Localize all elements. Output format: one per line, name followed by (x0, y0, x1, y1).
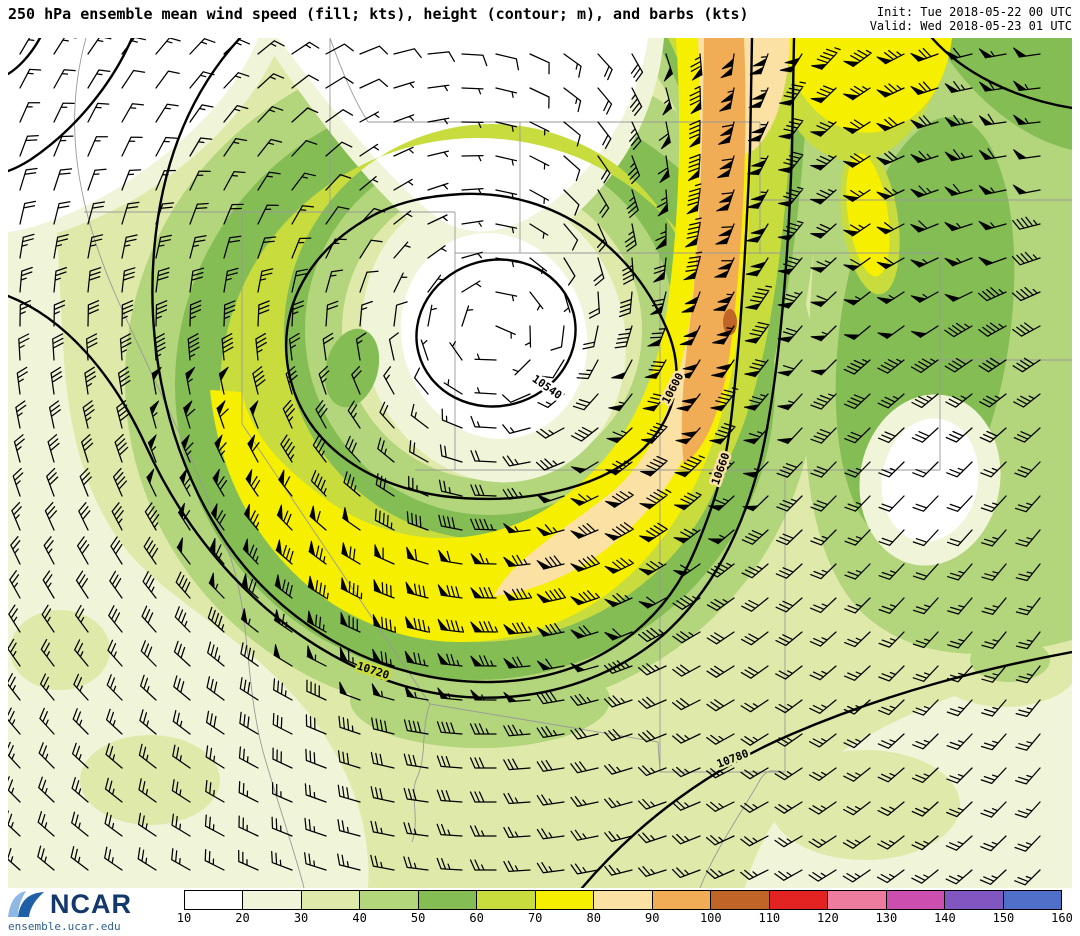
colorbar-cell (243, 891, 302, 909)
site-url: ensemble.ucar.edu (8, 920, 121, 933)
contour-10780-nw (8, 38, 42, 76)
colorbar-tick: 110 (758, 911, 781, 925)
colorbar-tick: 100 (699, 911, 722, 925)
colorbar-tick: 90 (645, 911, 660, 925)
contour-10720 (8, 38, 796, 699)
colorbar-tick: 120 (817, 911, 839, 925)
colorbar-tick: 30 (293, 911, 309, 925)
colorbar-cell (1003, 891, 1062, 909)
colorbar-tick: 20 (235, 911, 250, 925)
colorbar-cells (184, 890, 1062, 910)
ncar-logo-icon (8, 891, 44, 917)
init-time: Init: Tue 2018-05-22 00 UTC (876, 5, 1072, 19)
contour-10540 (415, 258, 577, 408)
colorbar-tick: 60 (469, 911, 484, 925)
wind-barbs (8, 38, 1041, 886)
colorbar-cell (945, 891, 1004, 909)
footer-bar: NCAR ensemble.ucar.edu 10 20 30 40 50 60 70 80 9… (0, 888, 1080, 936)
colorbar-cell (477, 891, 536, 909)
colorbar-tick: 50 (410, 911, 426, 925)
colorbar-ticks: 10 20 30 40 50 60 70 80 90 100 110 120 130 140 150 160 (177, 910, 1073, 926)
contour-10720-nw (8, 38, 134, 173)
colorbar-cell (535, 891, 595, 909)
colorbar-tick: 40 (352, 911, 367, 925)
colorbar-cell (594, 891, 653, 909)
colorbar-tick: 140 (934, 911, 956, 925)
ncar-logo-text: NCAR (50, 888, 132, 919)
colorbar-tick: 80 (586, 911, 601, 925)
chart-title: 250 hPa ensemble mean wind speed (fill; … (8, 5, 749, 23)
contour-10660 (151, 38, 754, 684)
contour-10780-se (580, 650, 1072, 888)
colorbar-cell (769, 891, 829, 909)
colorbar-tick: 160 (1051, 911, 1073, 925)
colorbar-cell (418, 891, 478, 909)
header-bar: 250 hPa ensemble mean wind speed (fill; … (0, 0, 1080, 38)
colorbar-cell (301, 891, 361, 909)
colorbar-tick: 10 (176, 911, 192, 925)
colorbar-cell (828, 891, 887, 909)
run-times: Init: Tue 2018-05-22 00 UTC Valid: Wed 2… (870, 5, 1072, 33)
ncar-logo: NCAR (6, 888, 132, 920)
colorbar-tick: 150 (992, 911, 1015, 925)
colorbar-tick: 70 (527, 911, 543, 925)
colorbar-cell (711, 891, 770, 909)
colorbar-tick: 130 (875, 911, 898, 925)
height-contours (8, 38, 1072, 888)
colorbar-cell (360, 891, 419, 909)
colorbar-cell (886, 891, 946, 909)
valid-time: Valid: Wed 2018-05-23 01 UTC (869, 19, 1072, 33)
colorbar-cell (185, 891, 244, 909)
colorbar-cell (652, 891, 712, 909)
colorbar: 10 20 30 40 50 60 70 80 90 100 110 120 130 140 150 160 (177, 890, 1073, 926)
contour-10780-ne (930, 38, 1072, 110)
